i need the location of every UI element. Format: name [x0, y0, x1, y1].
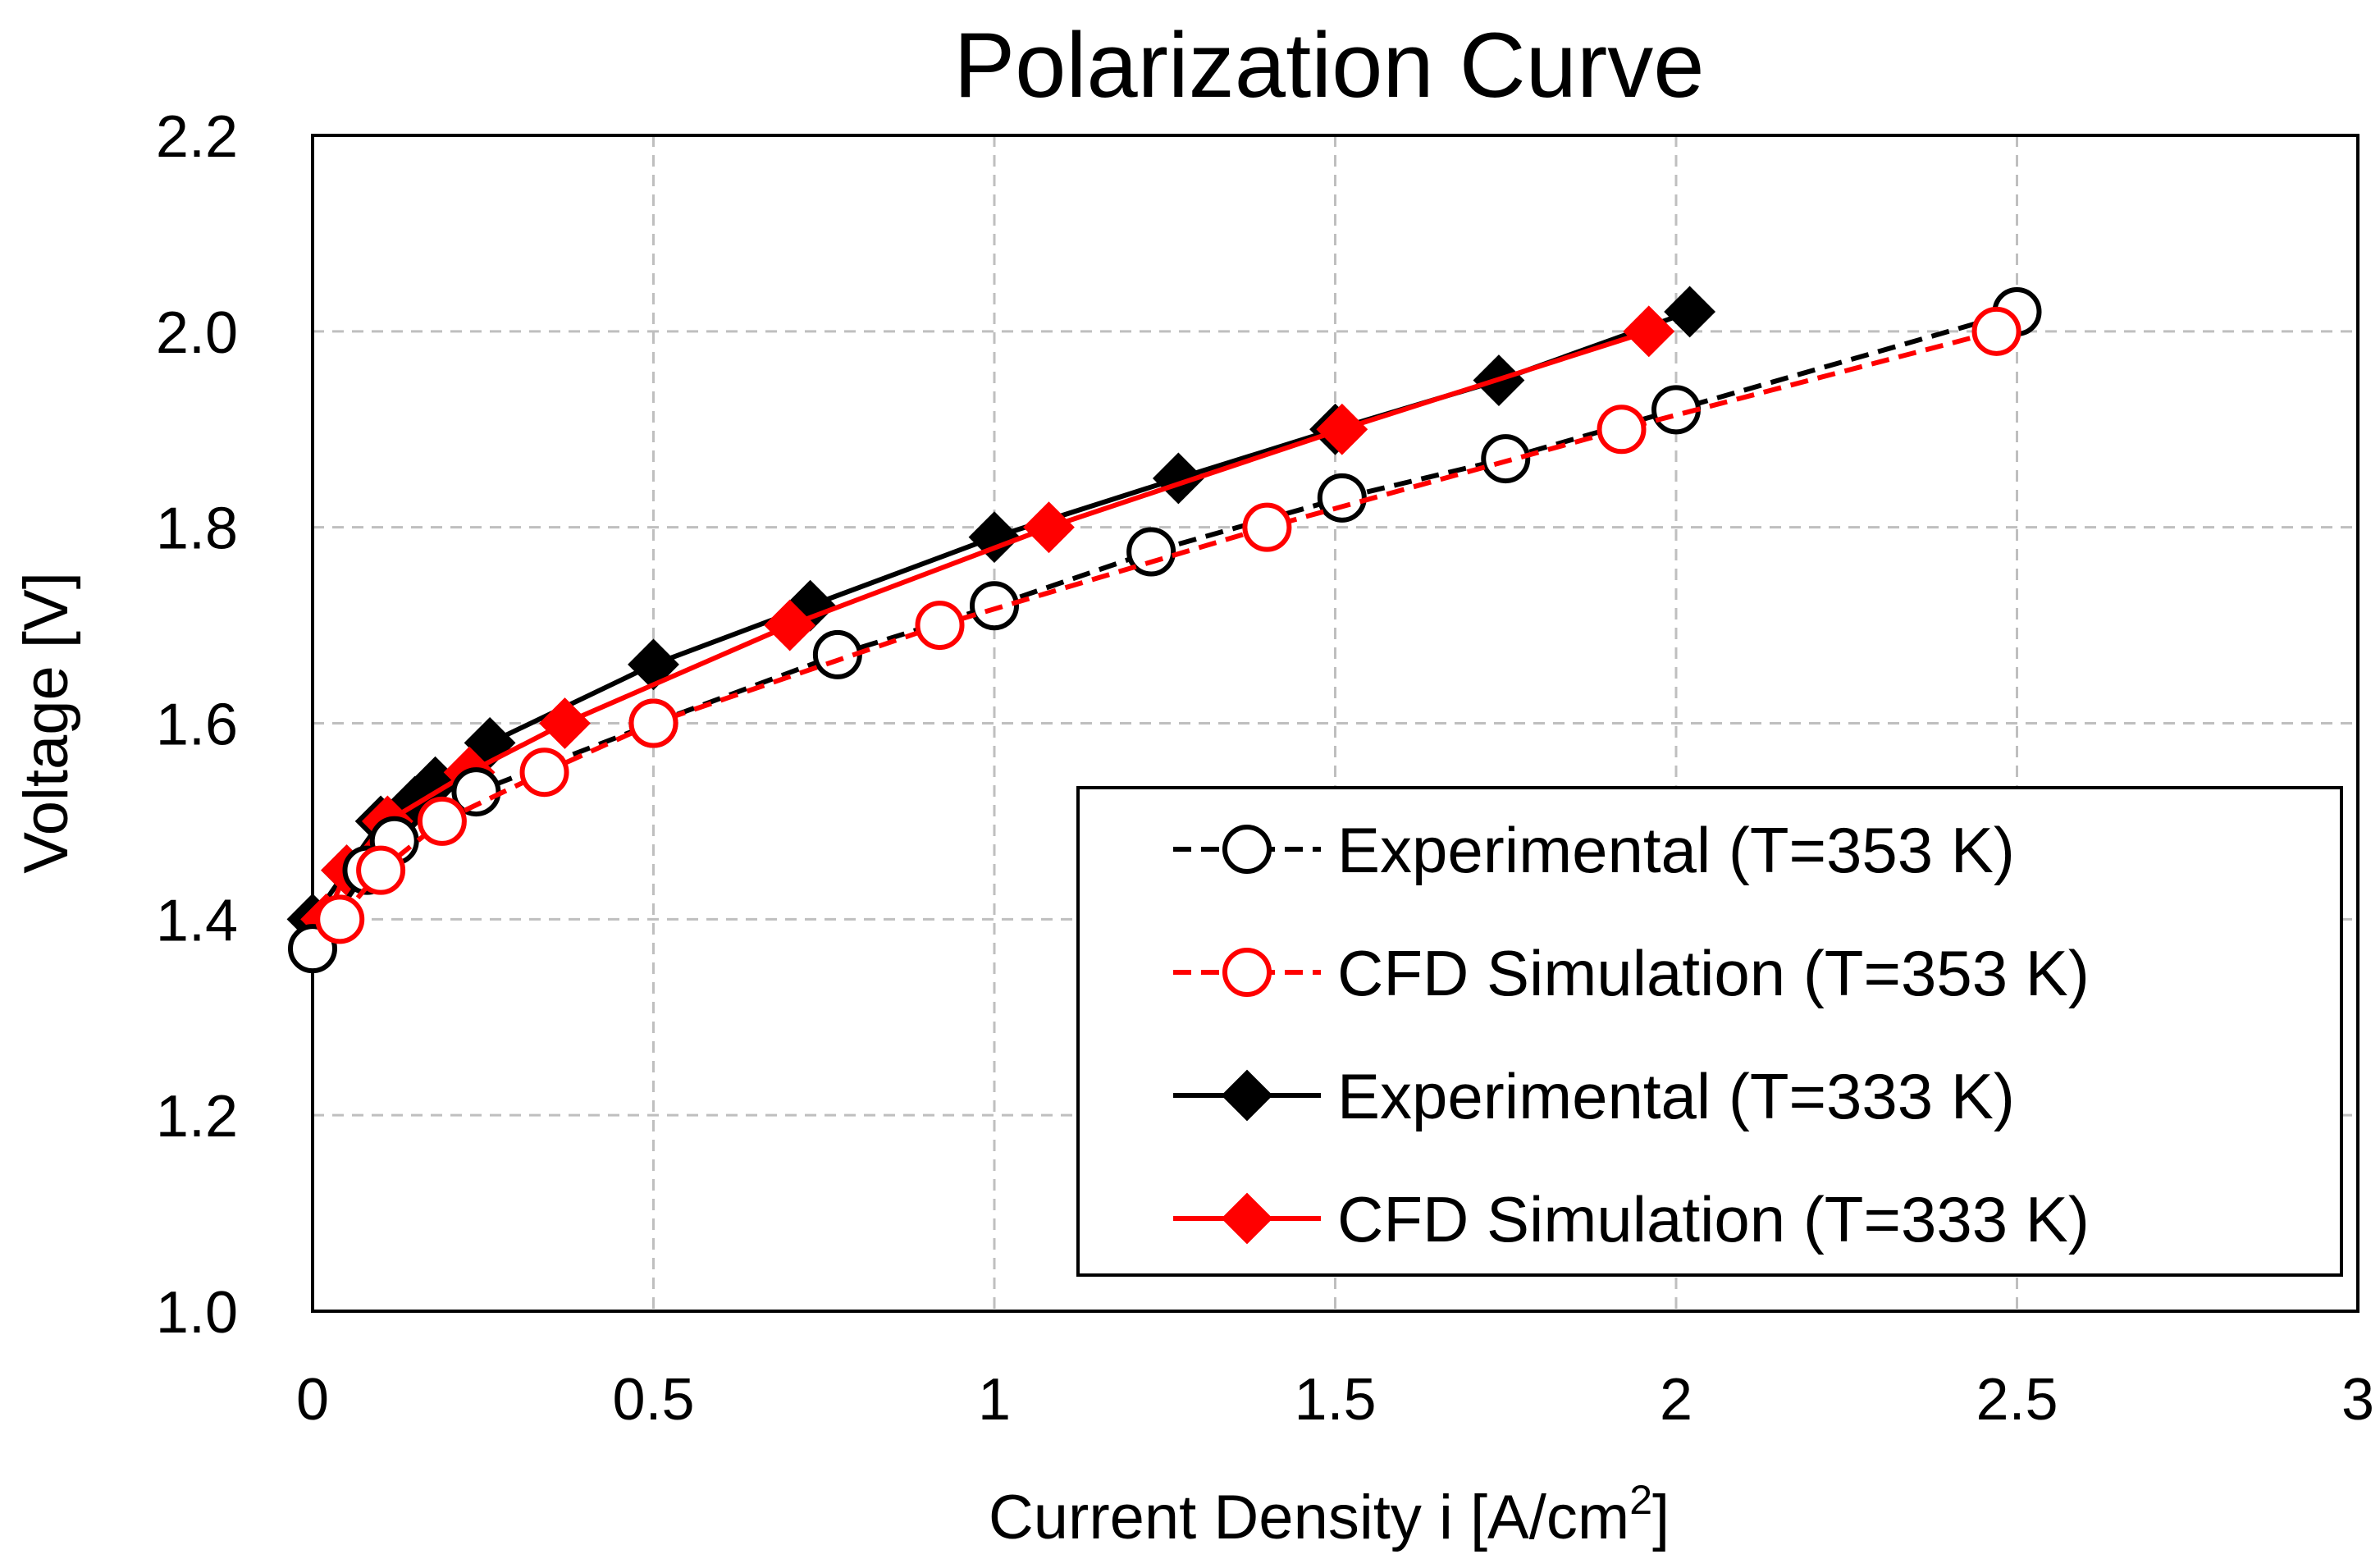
x-tick-label: 2.5 [1976, 1367, 2058, 1433]
data-point [1623, 305, 1675, 358]
y-tick-label: 2.2 [156, 104, 238, 170]
legend-label: CFD Simulation (T=333 K) [1337, 1183, 2090, 1255]
x-tick-label: 1.5 [1294, 1367, 1376, 1433]
x-tick-label: 3 [2341, 1367, 2374, 1433]
x-tick-label: 0 [296, 1367, 329, 1433]
tick-labels: 0 0.5 1 1.5 2 2.5 3 1.0 1.2 1.4 1.6 1.8 2.0 2.2 [156, 104, 2374, 1433]
legend: Experimental (T=353 K) CFD Simulation (T=… [1076, 786, 2343, 1277]
x-axis-title: Current Density i [A/cm2] [989, 1477, 1670, 1552]
data-point [1971, 306, 2021, 356]
data-point [1126, 527, 1176, 577]
data-point [1481, 434, 1531, 484]
plot-area-frame [311, 134, 2359, 1313]
data-point [968, 511, 1021, 564]
y-tick-label: 1.6 [156, 693, 238, 758]
data-point [1317, 473, 1367, 523]
data-point [417, 796, 467, 846]
series-group [286, 286, 2042, 974]
data-point [970, 581, 1019, 631]
y-tick-label: 1.8 [156, 496, 238, 562]
legend-marker [1222, 948, 1272, 997]
x-axis-title-suffix: ] [1652, 1483, 1670, 1552]
data-point [315, 894, 365, 944]
legend-label: Experimental (T=353 K) [1337, 814, 2015, 886]
x-tick-label: 1 [978, 1367, 1011, 1433]
data-point [1664, 286, 1716, 338]
legend-box [1076, 786, 2343, 1277]
x-tick-label: 0.5 [612, 1367, 694, 1433]
data-point [356, 845, 406, 895]
y-axis-title: Voltage [V] [11, 572, 81, 874]
y-tick-label: 1.0 [156, 1280, 238, 1346]
y-tick-label: 2.0 [156, 300, 238, 366]
data-point [1597, 405, 1647, 455]
data-point [1242, 502, 1292, 552]
data-point [628, 698, 678, 748]
data-point [915, 601, 965, 651]
data-point [628, 638, 679, 691]
legend-marker [1221, 1069, 1273, 1122]
y-tick-label: 1.4 [156, 888, 238, 953]
data-point [764, 599, 816, 651]
data-point [1023, 501, 1075, 554]
x-tick-label: 2 [1660, 1367, 1692, 1433]
legend-label: CFD Simulation (T=353 K) [1337, 937, 2090, 1009]
y-tick-label: 1.2 [156, 1084, 238, 1150]
series-1 [315, 306, 2021, 944]
legend-marker [1221, 1192, 1273, 1245]
data-point [539, 697, 591, 749]
data-point [519, 747, 569, 798]
data-point [1316, 403, 1368, 455]
legend-label: Experimental (T=333 K) [1337, 1060, 2015, 1132]
x-axis-title-main: Current Density i [A/cm [989, 1483, 1629, 1552]
chart-title: Polarization Curve [953, 14, 1704, 117]
legend-marker [1222, 825, 1272, 874]
x-axis-title-superscript: 2 [1629, 1477, 1652, 1523]
